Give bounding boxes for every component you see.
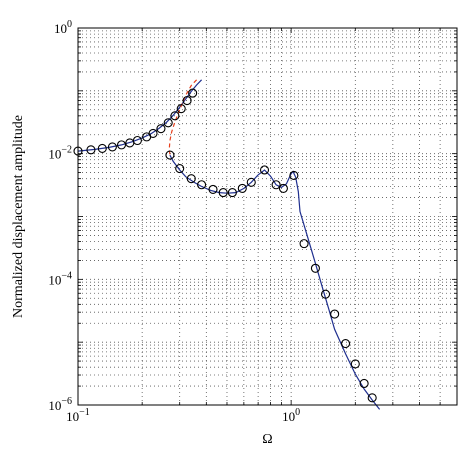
data-point bbox=[246, 177, 256, 187]
data-point bbox=[176, 104, 186, 114]
data-point bbox=[271, 180, 281, 190]
data-point bbox=[197, 180, 207, 190]
data-point bbox=[320, 289, 331, 299]
data-point bbox=[163, 118, 173, 128]
tick-labels: 10−1 100 100 10−2 10−4 10−6 bbox=[48, 19, 300, 424]
y-tick-label: 10−6 bbox=[48, 396, 72, 413]
data-point bbox=[86, 145, 96, 155]
data-point bbox=[237, 183, 247, 193]
data-point bbox=[182, 96, 192, 106]
series-line-1 bbox=[77, 79, 203, 152]
data-point bbox=[259, 165, 270, 175]
y-tick-label: 100 bbox=[54, 19, 72, 36]
data-point bbox=[170, 111, 180, 121]
data-point bbox=[350, 359, 360, 369]
data-markers bbox=[73, 88, 377, 403]
data-point bbox=[186, 174, 196, 184]
data-point bbox=[289, 170, 299, 181]
y-axis-label: Normalized displacement amplitude bbox=[11, 115, 26, 318]
data-point bbox=[116, 140, 127, 150]
data-point bbox=[341, 339, 351, 349]
data-point bbox=[165, 150, 175, 160]
x-axis-label: Ω bbox=[262, 432, 272, 447]
data-point bbox=[107, 142, 117, 152]
data-point bbox=[278, 183, 288, 193]
data-point bbox=[330, 309, 340, 319]
x-tick-label: 100 bbox=[282, 407, 300, 424]
data-point bbox=[188, 88, 198, 98]
data-point bbox=[299, 239, 309, 249]
data-point bbox=[97, 143, 107, 154]
series-line-2 bbox=[168, 79, 198, 156]
y-tick-label: 10−4 bbox=[48, 270, 72, 287]
data-point bbox=[132, 135, 142, 146]
y-tick-label: 10−2 bbox=[48, 145, 72, 162]
series-lines bbox=[77, 79, 381, 410]
axis-ticks bbox=[77, 27, 458, 406]
data-point bbox=[227, 188, 237, 198]
data-point bbox=[175, 163, 185, 174]
grid-lines bbox=[77, 27, 458, 406]
data-point bbox=[359, 378, 369, 389]
data-point bbox=[156, 124, 166, 134]
data-point bbox=[367, 393, 377, 403]
data-point bbox=[310, 263, 320, 273]
data-point bbox=[218, 188, 228, 198]
data-point bbox=[148, 128, 158, 138]
x-tick-label: 10−1 bbox=[66, 407, 90, 424]
data-point bbox=[208, 184, 218, 194]
